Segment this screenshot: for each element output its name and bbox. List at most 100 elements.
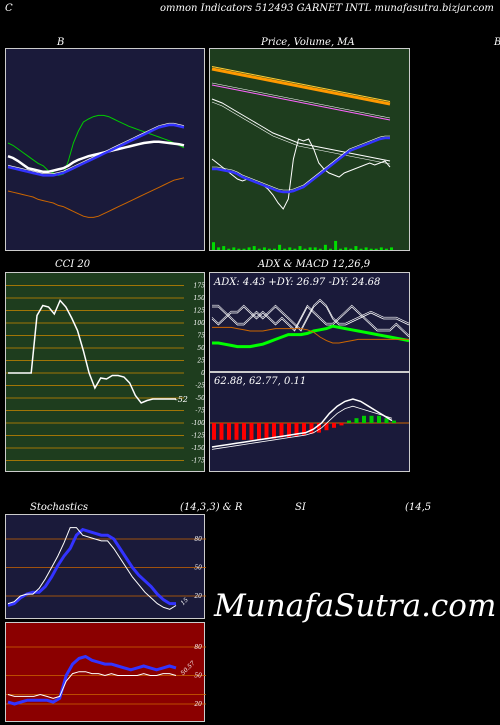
price-line-1-edge (211, 82, 391, 119)
rsi-tick-label: 20 (193, 701, 202, 708)
stoch-title: Stochastics (30, 502, 88, 513)
macd-histogram-bar (347, 420, 351, 423)
bollinger-line-0 (7, 114, 185, 176)
rsi-line-blue (7, 654, 177, 706)
adx-chart (211, 298, 410, 349)
volume-bar (329, 248, 332, 250)
volume-bar (364, 247, 368, 250)
header-left: C (5, 3, 13, 14)
volume-bar (247, 247, 251, 250)
stoch-last-label: 15 (179, 596, 189, 606)
volume-bar (283, 248, 287, 250)
macd-histogram-bar (227, 423, 231, 440)
stoch-line-k (7, 527, 176, 607)
volume-bar (252, 246, 256, 250)
macd-line-0 (211, 398, 393, 448)
rsi-si: SI (295, 502, 306, 513)
macd-histogram-bar (392, 420, 396, 423)
cci-tick-label: 50 (197, 345, 205, 352)
cci-tick-label: -50 (195, 395, 205, 402)
macd-histogram-bar (264, 423, 269, 439)
volume-bar (334, 240, 338, 250)
macd-histogram-bar (294, 423, 299, 437)
macd-histogram-bar (249, 423, 254, 440)
volume-bar (298, 246, 302, 250)
cci-tick-label: 125 (194, 308, 206, 315)
price-line-3 (211, 138, 391, 210)
price-chart (211, 66, 393, 250)
volume-bar (227, 248, 231, 250)
cci-tick-label: -125 (192, 433, 206, 440)
macd-chart (210, 398, 409, 450)
macd-histogram-bar (384, 418, 389, 423)
cci-chart: 175 150 125 100 75 50 25 0 -25 -50 -75 -100 -125 -150… (6, 283, 206, 465)
macd-histogram-bar (354, 418, 359, 423)
bollinger-chart (7, 114, 185, 218)
bollinger-line-1 (7, 140, 185, 174)
volume-bar (374, 248, 378, 250)
rsi-panel: 80 50 20 50.57 (5, 622, 206, 722)
price-line-0 (211, 67, 391, 106)
bollinger-line-3 (7, 177, 185, 218)
cci-tick-label: 0 (201, 370, 205, 377)
cci-panel: 175 150 125 100 75 50 25 0 -25 -50 -75 -100 -125 -150… (5, 272, 205, 472)
stoch-tick-label: 20 (193, 593, 202, 600)
macd-histogram-bar (212, 423, 216, 440)
volume-bar (293, 248, 297, 250)
volume-bar (323, 244, 327, 250)
adx-line-0 (212, 300, 410, 332)
stoch-tick-label: 50 (194, 565, 202, 572)
stoch-tick-label: 80 (194, 536, 202, 543)
price-title: Price, Volume, MA (261, 37, 355, 48)
adx-line-1 (211, 306, 410, 338)
volume-bar (242, 248, 246, 250)
price-line-4-edge (212, 135, 390, 191)
macd-panel: 62.88, 62.77, 0.11 (209, 372, 410, 472)
price-line-4 (212, 136, 390, 194)
macd-histogram-bar (302, 423, 306, 435)
volume-bar (308, 247, 312, 250)
price-line-2 (211, 98, 391, 162)
volume-bar (313, 247, 317, 250)
macd-histogram-bar (369, 415, 374, 423)
cci-tick-label: 75 (197, 333, 205, 340)
cci-tick-label: 25 (196, 358, 205, 365)
price-line-1 (211, 84, 391, 121)
cci-tick-label: 100 (194, 320, 206, 327)
adx-panel: ADX: 4.43 +DY: 26.97 -DY: 24.68 (209, 272, 410, 372)
macd-histogram-bar (279, 423, 284, 438)
volume-bar (390, 247, 393, 250)
volume-bar (384, 248, 388, 250)
price-panel (209, 48, 410, 251)
macd-histogram-bar (272, 423, 276, 439)
bollinger-line-2 (7, 123, 185, 177)
cci-tick-label: 150 (194, 295, 206, 302)
volume-bar (379, 247, 383, 250)
stoch-chart: 80 50 20 15 (6, 527, 206, 610)
bollinger-line-2-edge (7, 122, 185, 174)
volume-bar (349, 248, 353, 250)
adx-line-0-edge (212, 298, 410, 330)
macd-histogram-bar (324, 423, 329, 431)
volume-bar (232, 247, 236, 250)
volume-bar (318, 248, 322, 250)
rsi-tick-label: 50 (194, 673, 202, 680)
macd-histogram-bar (309, 423, 314, 434)
volume-bar (217, 247, 221, 250)
rsi-tick-label: 80 (194, 644, 202, 651)
price-right-edge: B (494, 37, 500, 48)
rsi-params: (14,5 (405, 502, 432, 513)
macd-histogram-bar (362, 415, 366, 423)
cci-tick-label: 175 (194, 283, 206, 290)
macd-histogram-bar (242, 423, 246, 440)
volume-bar (288, 247, 292, 250)
macd-histogram-bar (339, 423, 344, 426)
cci-line (8, 299, 176, 404)
adx-line-2 (212, 324, 410, 349)
macd-histogram-bar (287, 423, 291, 438)
adx-title: ADX & MACD 12,26,9 (258, 259, 371, 270)
macd-line-1 (211, 405, 393, 450)
macd-histogram-bar (257, 423, 261, 440)
volume-bar (262, 247, 266, 250)
